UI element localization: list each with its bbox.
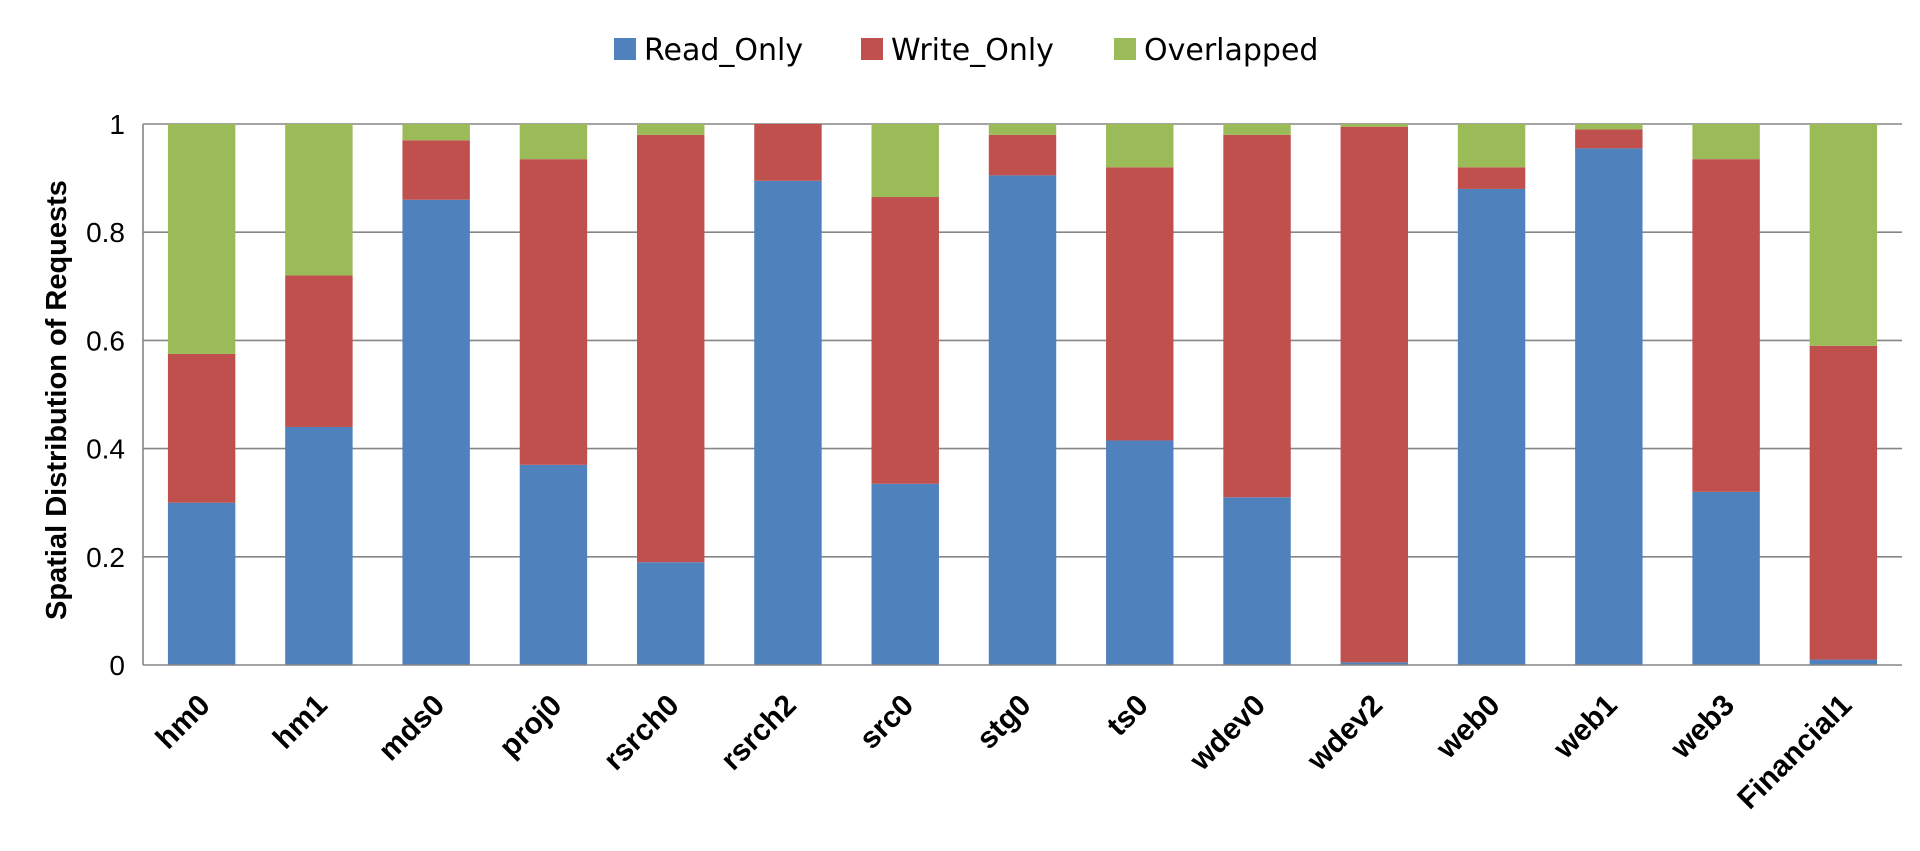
x-tick-label: Financial1 xyxy=(1731,689,1858,816)
bar-read-only-web1 xyxy=(1575,148,1643,666)
bars xyxy=(167,124,1878,666)
bar-write-only-wdev2 xyxy=(1340,126,1409,663)
bar-overlapped-web0 xyxy=(1457,124,1526,168)
legend-label: Write_Only xyxy=(891,33,1054,68)
x-tick-label: hm0 xyxy=(150,689,217,756)
bar-read-only-wdev2 xyxy=(1340,662,1409,665)
bar-overlapped-hm0 xyxy=(167,124,236,354)
legend-swatch xyxy=(614,38,636,60)
x-tick-label: wdev0 xyxy=(1183,689,1272,778)
bar-read-only-web0 xyxy=(1457,188,1526,666)
bar-overlapped-hm1 xyxy=(285,124,353,276)
y-tick-label: 0.8 xyxy=(86,217,125,248)
legend-swatch xyxy=(861,38,883,60)
y-tick-label: 0.2 xyxy=(86,542,125,573)
bar-overlapped-ts0 xyxy=(1106,124,1174,168)
bar-write-only-financial1 xyxy=(1809,345,1878,660)
legend: Read_Only Write_Only Overlapped xyxy=(614,33,1318,68)
bar-read-only-rsrch2 xyxy=(754,180,822,665)
bar-write-only-proj0 xyxy=(519,159,588,465)
bar-write-only-hm1 xyxy=(285,275,353,427)
y-axis-label: Spatial Distribution of Requests xyxy=(41,180,73,620)
bar-write-only-ts0 xyxy=(1106,167,1174,441)
x-tick-label: stg0 xyxy=(970,689,1037,756)
bar-overlapped-src0 xyxy=(871,124,939,198)
bar-read-only-hm1 xyxy=(285,426,353,665)
bar-read-only-ts0 xyxy=(1106,440,1174,665)
x-tick-label: mds0 xyxy=(372,689,451,768)
bar-write-only-src0 xyxy=(871,197,939,484)
bar-read-only-wdev0 xyxy=(1223,497,1291,665)
x-tick-label: web1 xyxy=(1547,689,1624,766)
bar-write-only-web0 xyxy=(1457,167,1526,189)
legend-swatch xyxy=(1114,38,1136,60)
x-tick-label: src0 xyxy=(853,689,920,756)
y-tick-label: 0.6 xyxy=(86,325,125,356)
bar-overlapped-rsrch0 xyxy=(636,124,705,135)
x-tick-label: wdev2 xyxy=(1300,689,1389,778)
x-tick-label: ts0 xyxy=(1101,689,1155,743)
x-tick-label: web0 xyxy=(1429,689,1506,766)
bar-overlapped-wdev0 xyxy=(1223,124,1291,135)
bar-overlapped-wdev2 xyxy=(1340,124,1409,127)
bar-write-only-stg0 xyxy=(988,134,1057,176)
bar-read-only-proj0 xyxy=(519,464,588,665)
bar-overlapped-web1 xyxy=(1575,124,1643,130)
bar-overlapped-proj0 xyxy=(519,124,588,160)
bar-read-only-hm0 xyxy=(167,502,236,665)
bar-overlapped-stg0 xyxy=(988,124,1057,135)
bar-read-only-stg0 xyxy=(988,175,1057,665)
bar-read-only-src0 xyxy=(871,483,939,665)
x-tick-label: rsrch2 xyxy=(715,689,803,777)
bar-write-only-wdev0 xyxy=(1223,134,1291,498)
bar-write-only-hm0 xyxy=(167,353,236,503)
bar-overlapped-mds0 xyxy=(402,124,470,141)
y-tick-label: 1 xyxy=(109,109,125,140)
bar-write-only-rsrch0 xyxy=(636,134,705,563)
x-tick-label: proj0 xyxy=(493,689,568,764)
bar-read-only-rsrch0 xyxy=(636,562,705,665)
legend-item-write-only: Write_Only xyxy=(861,33,1054,68)
y-tick-label: 0 xyxy=(109,650,125,681)
legend-item-read-only: Read_Only xyxy=(614,33,803,68)
legend-label: Overlapped xyxy=(1144,33,1318,68)
y-tick-label: 0.4 xyxy=(86,434,125,465)
legend-label: Read_Only xyxy=(644,33,803,68)
bar-write-only-rsrch2 xyxy=(754,124,822,181)
x-tick-label: hm1 xyxy=(267,689,334,756)
bar-read-only-web3 xyxy=(1692,491,1760,665)
bar-write-only-web3 xyxy=(1692,159,1760,492)
bar-read-only-mds0 xyxy=(402,199,470,666)
axes xyxy=(142,124,1902,666)
bar-overlapped-financial1 xyxy=(1809,124,1878,346)
legend-item-overlapped: Overlapped xyxy=(1114,33,1318,68)
x-tick-label: rsrch0 xyxy=(597,689,685,777)
bar-write-only-mds0 xyxy=(402,140,470,200)
x-tick-label: web3 xyxy=(1664,689,1741,766)
bar-write-only-web1 xyxy=(1575,129,1643,149)
bar-read-only-financial1 xyxy=(1809,659,1878,665)
bar-overlapped-web3 xyxy=(1692,124,1760,160)
